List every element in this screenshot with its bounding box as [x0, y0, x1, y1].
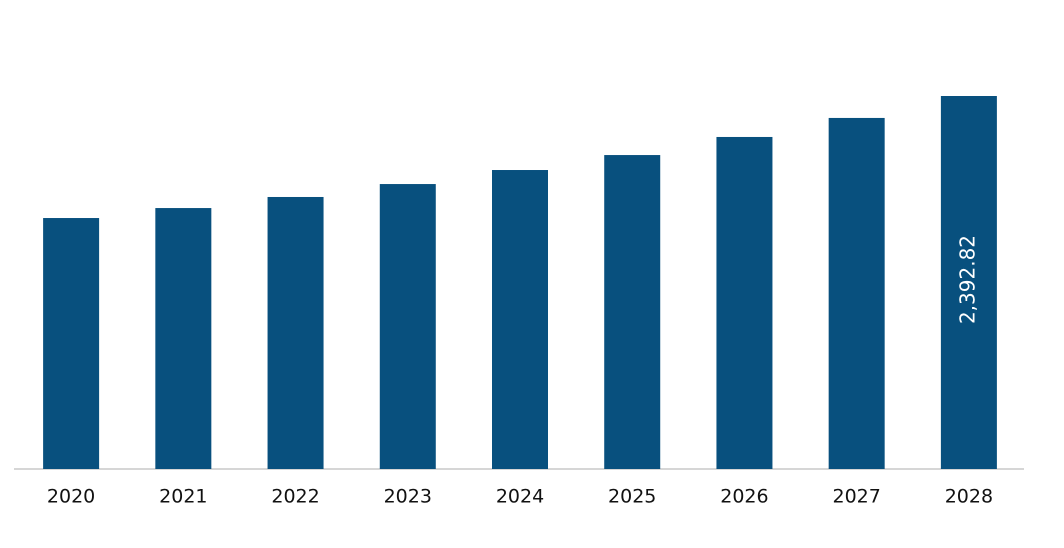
bar: [940, 96, 997, 469]
x-tick-label: 2026: [720, 486, 768, 508]
x-tick-label: 2020: [47, 486, 95, 508]
bar: [604, 155, 661, 469]
x-tick-label: 2021: [159, 486, 207, 508]
x-tick-label: 2023: [384, 486, 432, 508]
x-tick-label: 2027: [832, 486, 880, 508]
x-tick-label: 2025: [608, 486, 656, 508]
data-label: 2,392.82: [955, 235, 979, 324]
x-tick-label: 2022: [271, 486, 319, 508]
x-tick-label: 2028: [945, 486, 993, 508]
x-tick-label: 2024: [496, 486, 544, 508]
bar: [716, 136, 773, 469]
bar: [43, 218, 100, 469]
bar: [492, 170, 548, 470]
bar: [155, 208, 212, 470]
bar: [267, 196, 324, 469]
bar: [828, 117, 885, 469]
bar: [379, 184, 436, 470]
